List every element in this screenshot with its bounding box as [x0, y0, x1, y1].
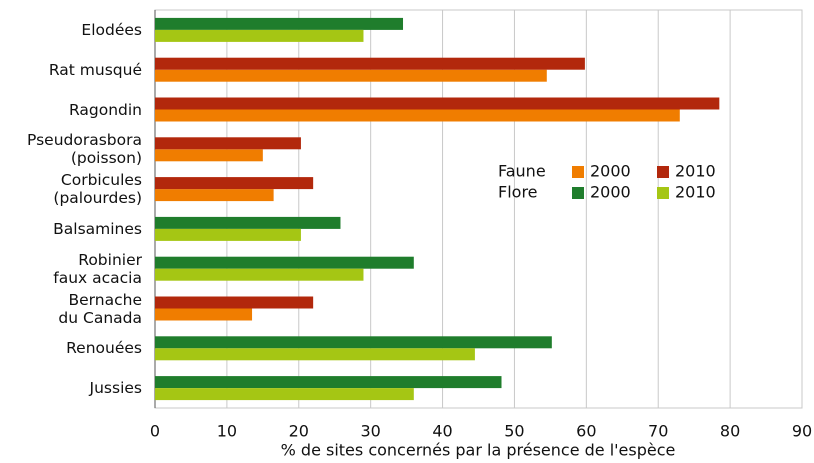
x-tick-label: 70 — [648, 422, 668, 441]
y-tick-label: Elodées — [81, 20, 142, 39]
legend-group: Faune — [498, 162, 546, 181]
legend-label: 2010 — [675, 162, 716, 181]
bar — [155, 216, 341, 229]
x-tick-label: 10 — [217, 422, 237, 441]
bar — [155, 348, 475, 361]
bar — [155, 228, 301, 241]
x-tick-label: 60 — [576, 422, 596, 441]
bar — [155, 388, 414, 401]
legend-swatch — [657, 166, 669, 178]
x-tick-label: 80 — [720, 422, 740, 441]
legend-swatch — [572, 166, 584, 178]
y-tick-label: Pseudorasbora (poisson) — [27, 131, 142, 168]
x-tick-label: 20 — [289, 422, 309, 441]
x-tick-label: 50 — [504, 422, 524, 441]
y-tick-label: Renouées — [66, 339, 142, 358]
legend-label: 2010 — [675, 183, 716, 202]
x-tick-label: 0 — [150, 422, 160, 441]
bar — [155, 336, 552, 349]
y-tick-label: Bernache du Canada — [58, 290, 142, 327]
bar — [155, 296, 314, 309]
legend-label: 2000 — [590, 162, 631, 181]
y-tick-label: Balsamines — [53, 219, 142, 238]
bar — [155, 97, 720, 110]
bar — [155, 137, 301, 150]
legend-label: 2000 — [590, 183, 631, 202]
x-axis-label: % de sites concernés par la présence de … — [281, 441, 676, 460]
bar — [155, 29, 364, 42]
bar — [155, 57, 585, 70]
y-tick-label: Robinier faux acacia — [53, 250, 142, 287]
bar — [155, 189, 274, 202]
bar — [155, 256, 414, 269]
x-tick-label: 90 — [792, 422, 812, 441]
bar — [155, 109, 680, 122]
y-tick-label: Corbicules (palourdes) — [53, 171, 142, 208]
bar — [155, 268, 364, 281]
x-tick-label: 30 — [360, 422, 380, 441]
y-tick-label: Ragondin — [68, 100, 142, 119]
y-tick-label: Rat musqué — [48, 60, 142, 79]
x-tick-label: 40 — [432, 422, 452, 441]
legend-swatch — [572, 187, 584, 199]
bar — [155, 17, 404, 30]
bar — [155, 308, 253, 321]
bar — [155, 376, 502, 389]
legend-swatch — [657, 187, 669, 199]
bar — [155, 177, 314, 190]
legend-group: Flore — [498, 183, 538, 202]
y-tick-label: Jussies — [89, 379, 142, 398]
bar — [155, 149, 263, 162]
bar — [155, 69, 547, 82]
